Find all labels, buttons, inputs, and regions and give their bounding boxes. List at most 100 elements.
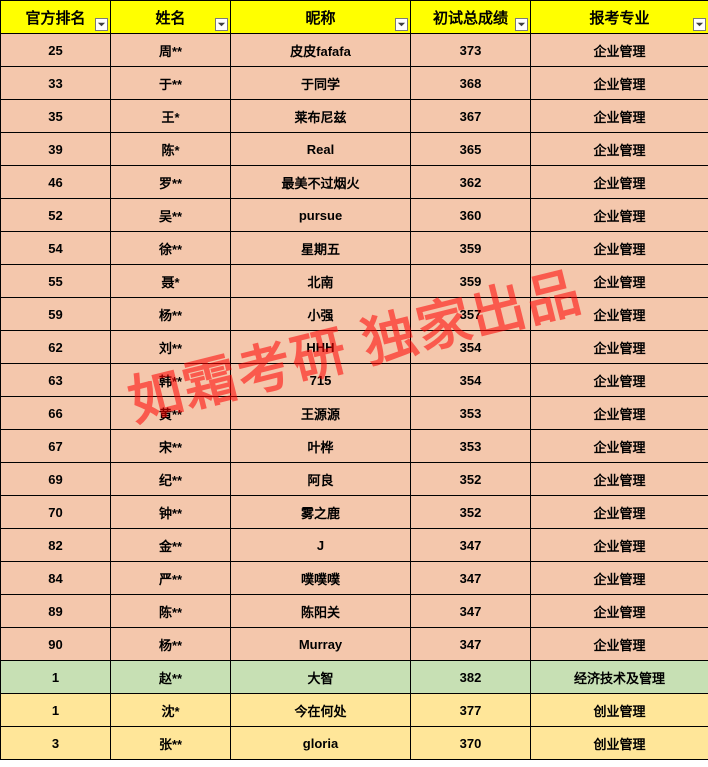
ranking-table: 官方排名姓名昵称初试总成绩报考专业 25周**皮皮fafafa373企业管理33… xyxy=(0,0,708,760)
table-cell: 聂* xyxy=(111,265,231,298)
table-cell: 企业管理 xyxy=(531,331,708,364)
table-row: 69纪**阿良352企业管理 xyxy=(1,463,708,496)
table-cell: 于** xyxy=(111,67,231,100)
table-cell: 皮皮fafafa xyxy=(231,34,411,67)
table-cell: 63 xyxy=(1,364,111,397)
table-cell: 创业管理 xyxy=(531,727,708,760)
table-cell: 1 xyxy=(1,694,111,727)
table-cell: 89 xyxy=(1,595,111,628)
table-cell: 373 xyxy=(411,34,531,67)
filter-dropdown-icon[interactable] xyxy=(95,18,108,31)
table-cell: 星期五 xyxy=(231,232,411,265)
table-cell: 严** xyxy=(111,562,231,595)
table-cell: 347 xyxy=(411,529,531,562)
table-cell: 企业管理 xyxy=(531,67,708,100)
table-cell: 企业管理 xyxy=(531,562,708,595)
table-cell: 大智 xyxy=(231,661,411,694)
table-cell: 企业管理 xyxy=(531,133,708,166)
table-cell: 金** xyxy=(111,529,231,562)
filter-dropdown-icon[interactable] xyxy=(515,18,528,31)
table-row: 63韩**715354企业管理 xyxy=(1,364,708,397)
filter-dropdown-icon[interactable] xyxy=(693,18,706,31)
table-cell: 353 xyxy=(411,397,531,430)
table-row: 55聂*北南359企业管理 xyxy=(1,265,708,298)
table-cell: 347 xyxy=(411,562,531,595)
column-header: 昵称 xyxy=(231,1,411,34)
table-cell: 1 xyxy=(1,661,111,694)
table-row: 35王*莱布尼兹367企业管理 xyxy=(1,100,708,133)
table-cell: 365 xyxy=(411,133,531,166)
table-header-row: 官方排名 姓名 昵称 初试总成绩 报考专业 xyxy=(1,1,708,34)
column-header-label: 初试总成绩 xyxy=(433,10,508,27)
filter-dropdown-icon[interactable] xyxy=(395,18,408,31)
table-row: 66黄**王源源353企业管理 xyxy=(1,397,708,430)
table-row: 59杨**小强357企业管理 xyxy=(1,298,708,331)
table-cell: 韩** xyxy=(111,364,231,397)
table-cell: 354 xyxy=(411,331,531,364)
table-row: 39陈*Real365企业管理 xyxy=(1,133,708,166)
table-cell: 企业管理 xyxy=(531,100,708,133)
filter-dropdown-icon[interactable] xyxy=(215,18,228,31)
table-cell: 经济技术及管理 xyxy=(531,661,708,694)
table-cell: 北南 xyxy=(231,265,411,298)
table-cell: 纪** xyxy=(111,463,231,496)
table-cell: 陈阳关 xyxy=(231,595,411,628)
table-row: 90杨**Murray347企业管理 xyxy=(1,628,708,661)
table-cell: 企业管理 xyxy=(531,199,708,232)
table-cell: 小强 xyxy=(231,298,411,331)
table-cell: 368 xyxy=(411,67,531,100)
table-cell: 企业管理 xyxy=(531,397,708,430)
table-cell: 创业管理 xyxy=(531,694,708,727)
table-cell: 362 xyxy=(411,166,531,199)
table-cell: 715 xyxy=(231,364,411,397)
table-row: 54徐**星期五359企业管理 xyxy=(1,232,708,265)
table-cell: 王源源 xyxy=(231,397,411,430)
table-cell: 企业管理 xyxy=(531,628,708,661)
table-cell: 54 xyxy=(1,232,111,265)
table-row: 46罗**最美不过烟火362企业管理 xyxy=(1,166,708,199)
table-cell: 周** xyxy=(111,34,231,67)
table-cell: gloria xyxy=(231,727,411,760)
table-body: 25周**皮皮fafafa373企业管理33于**于同学368企业管理35王*莱… xyxy=(1,34,708,760)
table-cell: 今在何处 xyxy=(231,694,411,727)
table-cell: 企业管理 xyxy=(531,430,708,463)
table-row: 1沈*今在何处377创业管理 xyxy=(1,694,708,727)
table-row: 1赵**大智382经济技术及管理 xyxy=(1,661,708,694)
table-cell: 359 xyxy=(411,232,531,265)
table-cell: 吴** xyxy=(111,199,231,232)
table-cell: 59 xyxy=(1,298,111,331)
table-cell: 最美不过烟火 xyxy=(231,166,411,199)
table-cell: 39 xyxy=(1,133,111,166)
table-cell: 90 xyxy=(1,628,111,661)
table-row: 82金**J347企业管理 xyxy=(1,529,708,562)
table-cell: 35 xyxy=(1,100,111,133)
table-cell: 66 xyxy=(1,397,111,430)
table-cell: 352 xyxy=(411,463,531,496)
table-cell: 雾之鹿 xyxy=(231,496,411,529)
table-cell: pursue xyxy=(231,199,411,232)
column-header-label: 官方排名 xyxy=(25,10,85,27)
table-cell: 354 xyxy=(411,364,531,397)
table-cell: 赵** xyxy=(111,661,231,694)
table-row: 84严**噗噗噗347企业管理 xyxy=(1,562,708,595)
table-cell: 370 xyxy=(411,727,531,760)
table-cell: 352 xyxy=(411,496,531,529)
table-cell: 宋** xyxy=(111,430,231,463)
table-cell: 347 xyxy=(411,595,531,628)
table-row: 33于**于同学368企业管理 xyxy=(1,67,708,100)
table-cell: 陈** xyxy=(111,595,231,628)
column-header-label: 姓名 xyxy=(155,10,185,27)
table-cell: 3 xyxy=(1,727,111,760)
table-cell: 陈* xyxy=(111,133,231,166)
table-cell: 347 xyxy=(411,628,531,661)
column-header-label: 报考专业 xyxy=(589,10,649,27)
table-cell: 企业管理 xyxy=(531,166,708,199)
column-header-label: 昵称 xyxy=(305,10,335,27)
column-header: 报考专业 xyxy=(531,1,708,34)
table-cell: 382 xyxy=(411,661,531,694)
table-row: 70钟**雾之鹿352企业管理 xyxy=(1,496,708,529)
table-row: 52吴**pursue360企业管理 xyxy=(1,199,708,232)
table-cell: 沈* xyxy=(111,694,231,727)
table-cell: Real xyxy=(231,133,411,166)
column-header: 官方排名 xyxy=(1,1,111,34)
